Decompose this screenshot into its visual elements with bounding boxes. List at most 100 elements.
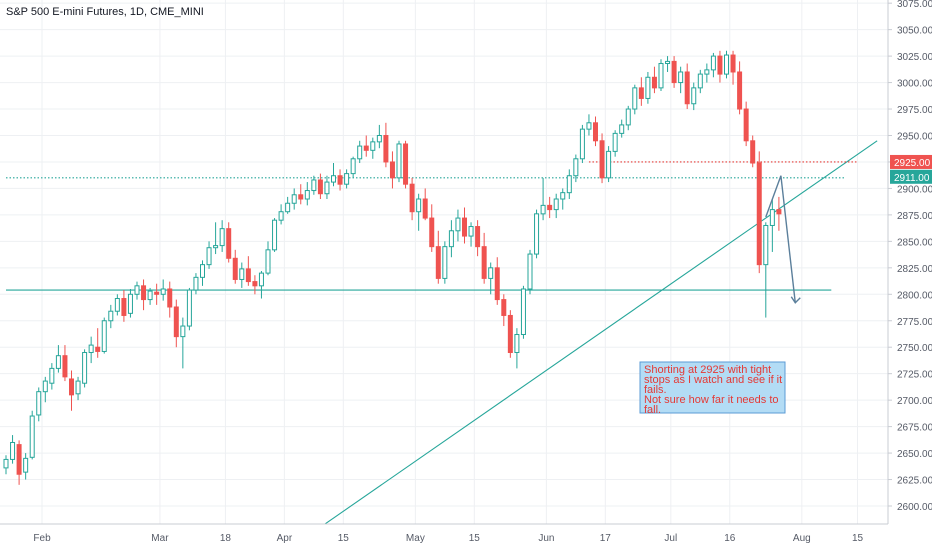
candle-body xyxy=(29,415,35,458)
candle-body xyxy=(154,291,160,295)
price-axis-bg xyxy=(888,0,932,550)
candle-body xyxy=(82,352,88,384)
candle-body xyxy=(448,230,454,248)
candle-body xyxy=(625,108,631,126)
candle-body xyxy=(376,134,382,143)
candle-body xyxy=(756,162,762,266)
candle-body xyxy=(272,219,278,251)
candle-body xyxy=(3,458,9,469)
price-tick-label: 2875.00 xyxy=(897,211,932,222)
candle-body xyxy=(547,204,553,211)
candle-body xyxy=(62,355,68,378)
drawings xyxy=(6,140,878,528)
candle-body xyxy=(16,444,22,475)
candle-body xyxy=(291,194,297,204)
candle-body xyxy=(619,124,625,134)
time-tick-label: Aug xyxy=(793,533,811,544)
candle-body xyxy=(416,198,422,213)
candle-body xyxy=(69,378,74,396)
price-tick-label: 2650.00 xyxy=(897,449,932,460)
trendline-line xyxy=(320,140,878,528)
candle-body xyxy=(389,161,395,179)
candle-body xyxy=(527,253,533,290)
candle-body xyxy=(704,69,710,75)
candle-body xyxy=(337,175,343,185)
candle-body xyxy=(258,272,264,287)
price-tick-label: 3050.00 xyxy=(897,26,932,37)
time-tick-label: 16 xyxy=(724,533,736,544)
candles xyxy=(3,50,782,485)
price-tick-label: 2725.00 xyxy=(897,370,932,381)
time-tick-label: Mar xyxy=(151,533,169,544)
price-tick-label: 2975.00 xyxy=(897,105,932,116)
candle-body xyxy=(429,217,435,248)
candle-body xyxy=(396,143,402,179)
candle-body xyxy=(232,257,238,280)
price-tick-label: 2850.00 xyxy=(897,237,932,248)
price-tick-label: 2950.00 xyxy=(897,131,932,142)
candle-body xyxy=(36,391,42,416)
candle-body xyxy=(586,122,592,130)
candle-body xyxy=(363,145,369,151)
candle-body xyxy=(534,213,540,255)
candle-body xyxy=(750,140,756,164)
candle-body xyxy=(494,267,500,301)
candle-body xyxy=(717,55,723,75)
annotation-line: fails. xyxy=(644,384,667,396)
price-tick-label: 2900.00 xyxy=(897,184,932,195)
candle-body xyxy=(540,204,546,215)
candle-body xyxy=(651,76,657,89)
candle-body xyxy=(658,63,664,89)
candle-body xyxy=(514,334,520,354)
time-tick-label: Feb xyxy=(33,533,51,544)
candle-body xyxy=(665,60,671,65)
candle-body xyxy=(612,132,618,152)
candle-body xyxy=(776,209,782,215)
candle-body xyxy=(710,55,716,71)
candle-body xyxy=(167,288,173,308)
candle-body xyxy=(141,285,147,301)
price-tick-label: 3075.00 xyxy=(897,0,932,10)
candle-body xyxy=(114,298,120,312)
candle-body xyxy=(455,217,461,232)
price-label: 2911.00 xyxy=(894,173,930,184)
candle-body xyxy=(553,198,559,211)
candle-body xyxy=(566,175,572,194)
candle-body xyxy=(435,246,441,279)
candle-body xyxy=(350,158,356,175)
candle-body xyxy=(95,346,101,352)
candle-body xyxy=(606,150,612,179)
candle-body xyxy=(23,457,29,473)
candle-body xyxy=(298,194,304,200)
time-tick-label: 18 xyxy=(220,533,232,544)
candle-body xyxy=(55,355,61,369)
candle-body xyxy=(180,325,186,338)
annotation-line: fall. xyxy=(644,404,661,416)
projection-path xyxy=(765,175,796,303)
candle-body xyxy=(507,314,513,354)
candle-body xyxy=(691,87,697,105)
candle-body xyxy=(678,71,684,84)
time-tick-label: May xyxy=(406,533,425,544)
candle-body xyxy=(481,246,487,279)
candle-body xyxy=(226,228,232,259)
price-tick-label: 2800.00 xyxy=(897,290,932,301)
candle-body xyxy=(147,290,153,301)
candle-body xyxy=(697,73,703,89)
candle-body xyxy=(160,288,166,295)
candle-body xyxy=(186,289,192,327)
candle-body xyxy=(193,276,199,291)
candle-body xyxy=(370,141,376,151)
price-label-bg xyxy=(890,169,932,184)
time-tick-label: 15 xyxy=(338,533,350,544)
candle-body xyxy=(245,268,251,283)
price-label: 2925.00 xyxy=(894,158,931,169)
candle-body xyxy=(520,288,526,336)
candle-body xyxy=(278,211,284,221)
candle-body xyxy=(206,247,212,266)
candle-body xyxy=(422,198,428,219)
